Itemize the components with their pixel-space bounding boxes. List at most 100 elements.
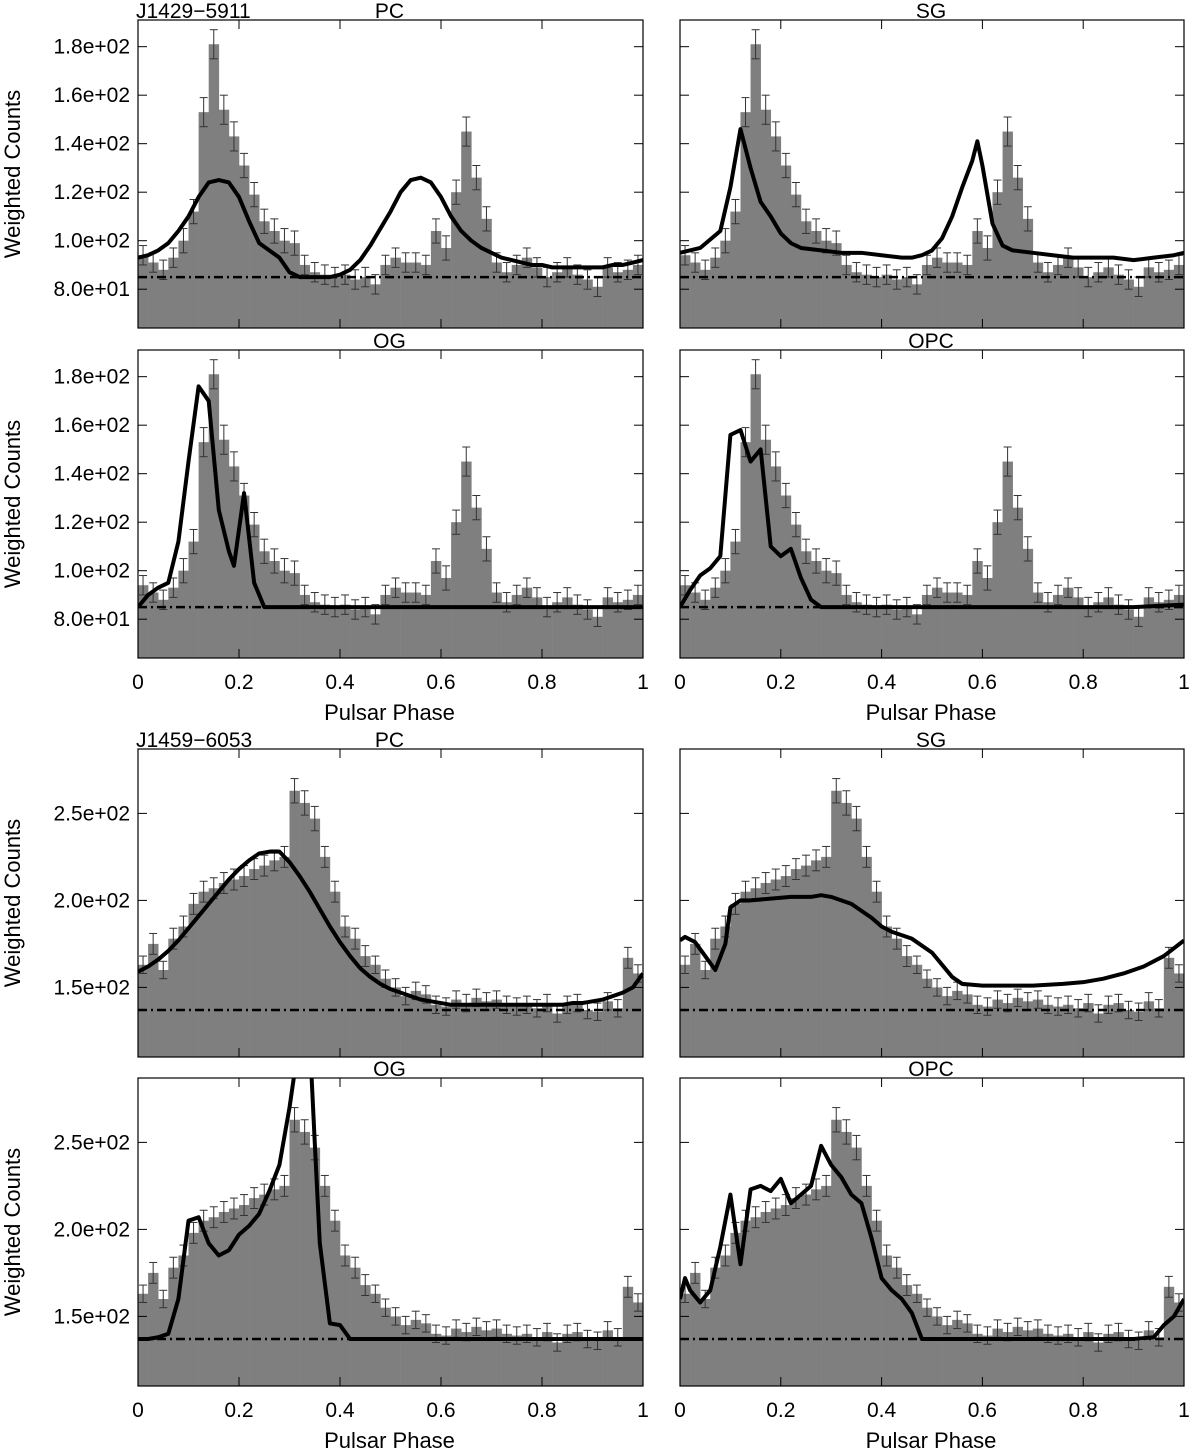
histogram-bar — [279, 570, 290, 658]
error-bar — [983, 565, 992, 591]
panel-plot-area — [138, 29, 643, 328]
histogram-bar — [390, 587, 401, 658]
histogram-bar — [1113, 1003, 1124, 1057]
error-bar — [872, 1209, 881, 1232]
model-light-curve — [680, 893, 1184, 988]
x-axis-label: Pulsar Phase — [324, 700, 455, 725]
error-bar — [812, 218, 821, 244]
panel-frame — [679, 19, 1185, 329]
error-bar — [731, 528, 740, 555]
error-bar — [751, 359, 760, 390]
model-light-curve — [680, 1143, 1184, 1342]
error-bar — [933, 577, 942, 598]
error-bar — [691, 252, 700, 273]
error-bar — [912, 955, 921, 974]
error-bar — [1043, 262, 1052, 283]
x-axis-label: Pulsar Phase — [866, 1428, 997, 1451]
error-bar — [391, 1307, 400, 1326]
histogram-bar — [269, 860, 280, 1057]
y-tick-label: 1.8e+02 — [54, 36, 131, 59]
histogram-bar — [891, 1267, 903, 1386]
error-bar — [832, 778, 841, 804]
error-bar — [623, 946, 632, 969]
histogram-bar — [760, 882, 772, 1057]
histogram-bar — [952, 1319, 963, 1386]
error-bar — [812, 849, 821, 872]
error-bar — [902, 1274, 911, 1297]
error-bar — [1003, 116, 1012, 147]
histogram-bar — [188, 1232, 199, 1386]
error-bar — [761, 872, 770, 894]
histogram-bar — [360, 956, 371, 1057]
histogram-bar — [592, 616, 603, 658]
error-bar — [681, 245, 690, 266]
error-bar — [963, 1314, 972, 1333]
error-bar — [973, 548, 982, 574]
histogram-bar — [481, 548, 492, 658]
histogram-bar — [501, 272, 512, 328]
histogram-bar — [1093, 1013, 1104, 1057]
histogram-bar — [309, 818, 321, 1057]
x-tick-label: 0.4 — [867, 671, 897, 694]
y-tick-label: 1.6e+02 — [54, 414, 131, 437]
histogram-bar — [441, 1006, 452, 1057]
histogram-bar — [390, 1316, 401, 1386]
error-bar — [250, 1187, 259, 1210]
error-bar — [381, 584, 390, 606]
histogram-bar — [901, 956, 913, 1057]
histogram-bar — [511, 594, 523, 658]
histogram-bar — [239, 876, 250, 1057]
panel-frame — [137, 748, 644, 1058]
error-bar — [1154, 592, 1163, 613]
x-tick-label: 0.2 — [224, 1399, 253, 1422]
histogram-bar — [710, 257, 721, 328]
histogram-bar — [208, 888, 220, 1057]
histogram-bar — [760, 439, 772, 658]
histogram-bar — [780, 495, 792, 658]
y-tick-label: 1.8e+02 — [54, 366, 131, 389]
histogram-bar — [700, 269, 711, 328]
x-tick-label: 0.2 — [766, 671, 795, 694]
error-bar — [260, 854, 269, 877]
histogram-bar — [720, 926, 731, 1057]
x-tick-label: 0.4 — [325, 1399, 355, 1422]
histogram-bar — [370, 964, 381, 1057]
histogram-bar — [562, 1004, 573, 1057]
error-bar — [341, 264, 350, 285]
error-bar — [1054, 584, 1062, 606]
error-bar — [1114, 594, 1123, 615]
histogram-bar — [962, 264, 973, 328]
error-bar — [209, 29, 218, 60]
histogram-bar — [410, 592, 422, 658]
error-bar — [781, 865, 790, 887]
histogram-bar — [158, 599, 169, 658]
y-axis-label: Weighted Counts — [0, 90, 25, 258]
histogram-bar — [441, 247, 452, 328]
histogram-bar — [531, 1008, 543, 1057]
histogram-bar — [148, 1272, 159, 1386]
error-bar — [1174, 964, 1183, 983]
error-bar — [1154, 262, 1163, 283]
histogram-bar — [1153, 1337, 1165, 1386]
histogram-bar — [942, 262, 953, 328]
histogram-bar — [451, 192, 462, 328]
error-bar — [300, 584, 309, 606]
histogram-bar — [932, 1316, 943, 1386]
histogram-bar — [1022, 218, 1034, 328]
error-bar — [320, 594, 329, 615]
error-bar — [442, 235, 451, 261]
histogram-bar — [420, 594, 432, 658]
y-tick-label: 2.5e+02 — [54, 802, 131, 825]
error-bar — [822, 845, 831, 868]
x-tick-label: 0.6 — [426, 671, 455, 694]
histogram-bar — [1123, 279, 1134, 328]
histogram-bar — [1042, 1004, 1054, 1057]
histogram-bar — [218, 882, 230, 1057]
histogram-bar — [279, 856, 290, 1057]
error-bar — [452, 179, 461, 205]
error-bar — [583, 269, 592, 290]
error-bar — [371, 1284, 380, 1303]
histogram-bar — [471, 1326, 482, 1386]
histogram-bar — [790, 869, 802, 1057]
model-light-curve — [138, 1078, 643, 1342]
